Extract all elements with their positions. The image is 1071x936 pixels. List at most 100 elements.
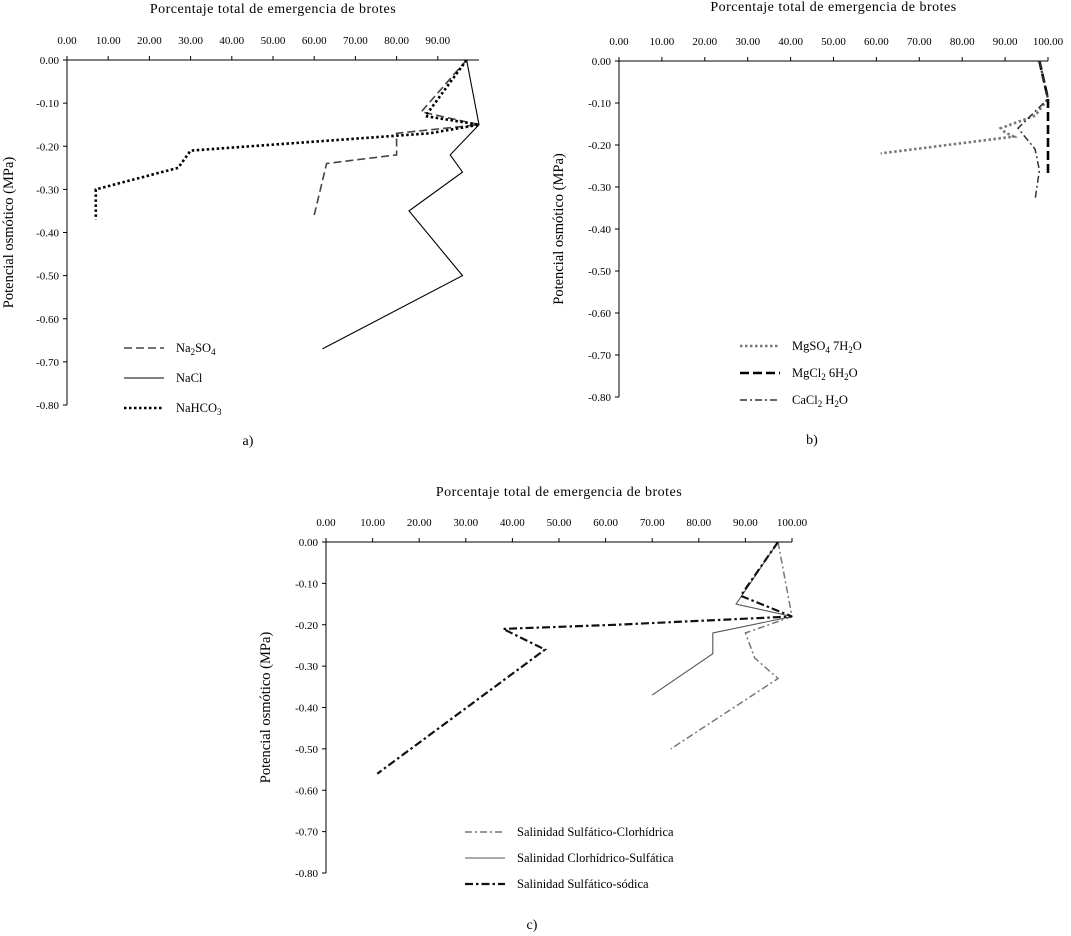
- chart-title: Porcentaje total de emergencia de brotes: [150, 2, 396, 17]
- legend-label: MgCl2 6H2O: [792, 366, 858, 382]
- series-line-b-1: [880, 60, 1050, 155]
- x-tick-label: 50.00: [261, 35, 286, 47]
- y-tick-label: -0.10: [295, 578, 318, 590]
- x-tick-label: 20.00: [407, 517, 432, 529]
- legend-label: NaCl: [176, 371, 203, 385]
- legend-label: Na2SO4: [176, 341, 216, 357]
- x-tick-label: 80.00: [686, 517, 711, 529]
- y-tick-label: -0.20: [295, 620, 318, 632]
- y-tick-label: -0.60: [295, 785, 318, 797]
- x-tick-label: 90.00: [425, 35, 450, 47]
- x-tick-label: 70.00: [343, 35, 368, 47]
- y-tick-label: -0.50: [588, 266, 611, 278]
- legend-label: Salinidad Clorhídrico-Sulfática: [517, 851, 674, 865]
- legend-subscript: 2: [818, 399, 823, 409]
- y-axis-label: Potencial osmótico (MPa): [1, 157, 17, 309]
- legend-text: MgCl: [792, 366, 822, 380]
- legend-subscript: 2: [834, 399, 839, 409]
- x-tick-label: 50.00: [547, 517, 572, 529]
- x-tick-label: 10.00: [360, 517, 385, 529]
- legend-text: MgSO: [792, 339, 825, 353]
- x-tick-label: 100.00: [1033, 36, 1064, 48]
- legend-text: Salinidad Clorhídrico-Sulfática: [517, 851, 674, 865]
- legend-text: H: [822, 393, 834, 407]
- y-tick-label: -0.40: [295, 703, 318, 715]
- x-tick-label: 0.00: [57, 35, 77, 47]
- y-tick-label: -0.60: [588, 308, 611, 320]
- legend-text: NaCl: [176, 371, 203, 385]
- legend-text: O: [849, 366, 858, 380]
- y-tick-label: -0.70: [36, 357, 59, 369]
- chart-panel-a: Porcentaje total de emergencia de brotes…: [1, 2, 480, 449]
- legend-label: MgSO4 7H2O: [792, 339, 862, 355]
- legend-label: Salinidad Sulfático-Clorhídrica: [517, 825, 674, 839]
- legend-text: O: [853, 339, 862, 353]
- y-tick-label: -0.10: [36, 98, 59, 110]
- series-line-a-3: [94, 59, 480, 220]
- panel-label: c): [527, 918, 538, 933]
- x-tick-label: 60.00: [864, 36, 889, 48]
- legend-text: SO: [195, 341, 211, 355]
- legend-subscript: 2: [844, 372, 849, 382]
- y-tick-label: -0.30: [36, 184, 59, 196]
- legend-subscript: 4: [825, 345, 830, 355]
- y-tick-label: -0.30: [295, 661, 318, 673]
- legend-text: NaHCO: [176, 401, 217, 415]
- legend-subscript: 2: [191, 347, 196, 357]
- y-tick-label: -0.20: [36, 141, 59, 153]
- x-tick-label: 30.00: [735, 36, 760, 48]
- y-tick-label: -0.60: [36, 314, 59, 326]
- chart-title: Porcentaje total de emergencia de brotes: [710, 0, 956, 15]
- chart-panel-b: Porcentaje total de emergencia de brotes…: [551, 0, 1064, 448]
- y-tick-label: -0.30: [588, 182, 611, 194]
- y-tick-label: -0.50: [36, 271, 59, 283]
- y-tick-label: -0.80: [295, 868, 318, 880]
- legend-label: CaCl2 H2O: [792, 393, 848, 409]
- y-axis-label: Potencial osmótico (MPa): [551, 153, 567, 305]
- legend-text: 6H: [826, 366, 844, 380]
- x-tick-label: 70.00: [640, 517, 665, 529]
- x-tick-label: 80.00: [384, 35, 409, 47]
- x-tick-label: 40.00: [778, 36, 803, 48]
- y-axis-label: Potencial osmótico (MPa): [258, 632, 274, 784]
- x-tick-label: 10.00: [650, 36, 675, 48]
- y-tick-label: -0.40: [36, 228, 59, 240]
- series-line-c-2: [651, 541, 793, 696]
- y-tick-label: -0.70: [295, 827, 318, 839]
- legend-text: Salinidad Sulfático-sódica: [517, 877, 649, 891]
- y-tick-label: -0.10: [588, 98, 611, 110]
- x-tick-label: 70.00: [907, 36, 932, 48]
- legend-subscript: 4: [211, 347, 216, 357]
- y-tick-label: 0.00: [592, 56, 612, 68]
- legend-text: Na: [176, 341, 191, 355]
- x-tick-label: 0.00: [316, 517, 336, 529]
- y-tick-label: -0.20: [588, 140, 611, 152]
- x-tick-label: 20.00: [692, 36, 717, 48]
- y-tick-label: -0.80: [36, 400, 59, 412]
- legend-text: Salinidad Sulfático-Clorhídrica: [517, 825, 674, 839]
- legend-label: NaHCO3: [176, 401, 222, 417]
- legend-text: CaCl: [792, 393, 818, 407]
- panel-label: b): [806, 433, 818, 448]
- x-tick-label: 10.00: [96, 35, 121, 47]
- y-tick-label: -0.40: [588, 224, 611, 236]
- x-tick-label: 20.00: [137, 35, 162, 47]
- y-tick-label: -0.80: [588, 392, 611, 404]
- x-tick-label: 30.00: [178, 35, 203, 47]
- panel-label: a): [243, 434, 254, 449]
- chart-panel-c: Porcentaje total de emergencia de brotes…: [258, 485, 808, 933]
- x-tick-label: 60.00: [302, 35, 327, 47]
- x-tick-label: 0.00: [609, 36, 629, 48]
- series-line-a-2: [322, 59, 480, 350]
- y-tick-label: -0.50: [295, 744, 318, 756]
- legend-text: O: [839, 393, 848, 407]
- x-tick-label: 100.00: [777, 517, 808, 529]
- chart-title: Porcentaje total de emergencia de brotes: [436, 485, 682, 500]
- x-tick-label: 60.00: [593, 517, 618, 529]
- legend-subscript: 2: [848, 345, 853, 355]
- x-tick-label: 90.00: [993, 36, 1018, 48]
- x-tick-label: 40.00: [219, 35, 244, 47]
- x-tick-label: 50.00: [821, 36, 846, 48]
- x-tick-label: 30.00: [453, 517, 478, 529]
